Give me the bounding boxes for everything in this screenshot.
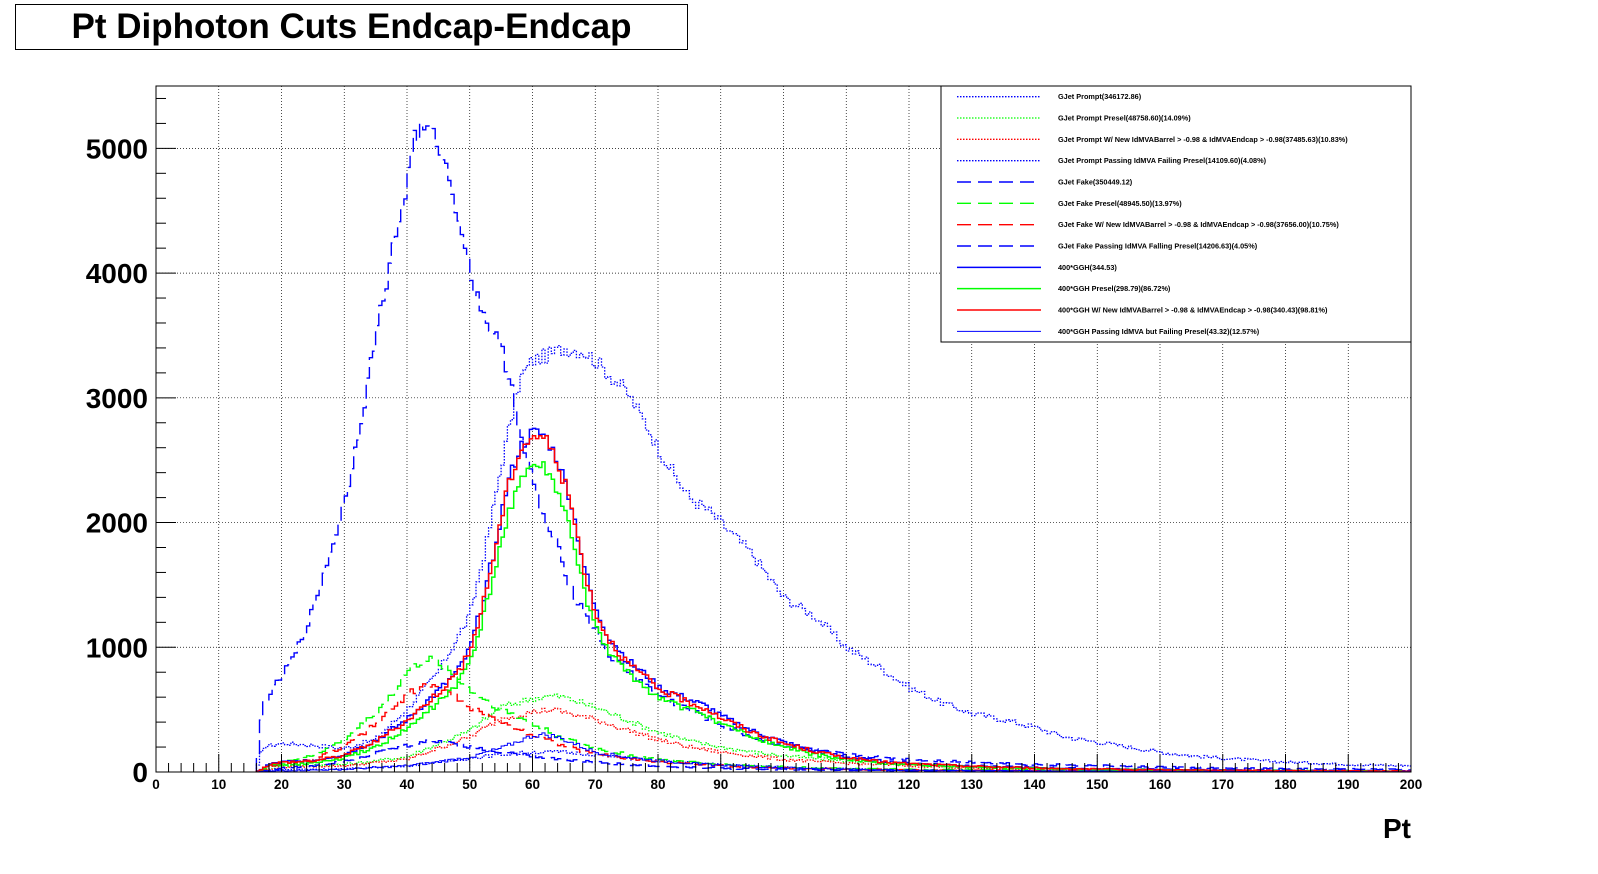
- x-tick-label: 0: [152, 777, 160, 792]
- y-tick-label: 5000: [86, 133, 148, 164]
- series-line: [255, 344, 1411, 772]
- series-line: [255, 693, 1411, 773]
- x-tick-label: 40: [399, 777, 414, 792]
- x-tick-label: 110: [835, 777, 857, 792]
- x-tick-label: 190: [1337, 777, 1360, 792]
- x-tick-label: 180: [1274, 777, 1297, 792]
- chart-title: Pt Diphoton Cuts Endcap-Endcap: [15, 4, 688, 50]
- y-tick-label: 1000: [86, 632, 148, 663]
- legend-entry: GJet Fake Passing IdMVA Falling Presel(1…: [1058, 242, 1258, 251]
- legend-entry: GJet Fake Presel(48945.50)(13.97%): [1058, 199, 1182, 208]
- legend-entry: 400*GGH Presel(298.79)(86.72%): [1058, 284, 1171, 293]
- x-tick-label: 80: [650, 777, 665, 792]
- x-tick-label: 70: [588, 777, 603, 792]
- series-line: [255, 707, 1411, 773]
- x-tick-label: 60: [525, 777, 540, 792]
- legend-entry: GJet Fake(350449.12): [1058, 178, 1133, 187]
- x-tick-label: 170: [1211, 777, 1234, 792]
- legend-entry: 400*GGH Passing IdMVA but Failing Presel…: [1058, 327, 1260, 336]
- series-group: [255, 122, 1411, 773]
- legend-entry: 400*GGH W/ New IdMVABarrel > -0.98 & IdM…: [1058, 306, 1328, 315]
- legend-entry: GJet Fake W/ New IdMVABarrel > -0.98 & I…: [1058, 220, 1339, 229]
- x-tick-label: 20: [274, 777, 289, 792]
- legend-entry: GJet Prompt(346172.86): [1058, 92, 1142, 101]
- series-line: [255, 427, 1411, 773]
- x-tick-label: 130: [960, 777, 983, 792]
- legend-entry: GJet Prompt W/ New IdMVABarrel > -0.98 &…: [1058, 135, 1348, 144]
- x-tick-label: 90: [713, 777, 728, 792]
- y-tick-label: 3000: [86, 383, 148, 414]
- legend-entry: GJet Prompt Passing IdMVA Failing Presel…: [1058, 156, 1267, 165]
- x-tick-label: 200: [1400, 777, 1423, 792]
- legend-entry: GJet Prompt Presel(48758.60)(14.09%): [1058, 114, 1191, 123]
- x-tick-label: 140: [1023, 777, 1046, 792]
- series-line: [255, 122, 1411, 772]
- y-tick-label: 4000: [86, 258, 148, 289]
- axes: 0 10 20 30 40 50 60 70 80 90 100 110 120 130 140 150 160…: [86, 97, 1423, 792]
- series-line: [255, 461, 1411, 773]
- legend-box: [940, 85, 1412, 343]
- x-tick-label: 10: [211, 777, 226, 792]
- x-tick-label: 30: [337, 777, 352, 792]
- x-tick-label: 50: [462, 777, 477, 792]
- legend: GJet Prompt(346172.86) GJet Prompt Presel…: [940, 85, 1412, 343]
- legend-entry: 400*GGH(344.53): [1058, 263, 1117, 272]
- y-tick-label: 2000: [86, 508, 148, 539]
- x-axis-title: Pt: [1383, 813, 1411, 844]
- x-tick-label: 120: [898, 777, 921, 792]
- series-line: [255, 434, 1411, 773]
- y-tick-label: 0: [132, 757, 148, 788]
- x-tick-label: 100: [772, 777, 795, 792]
- x-tick-label: 160: [1149, 777, 1172, 792]
- x-tick-label: 150: [1086, 777, 1109, 792]
